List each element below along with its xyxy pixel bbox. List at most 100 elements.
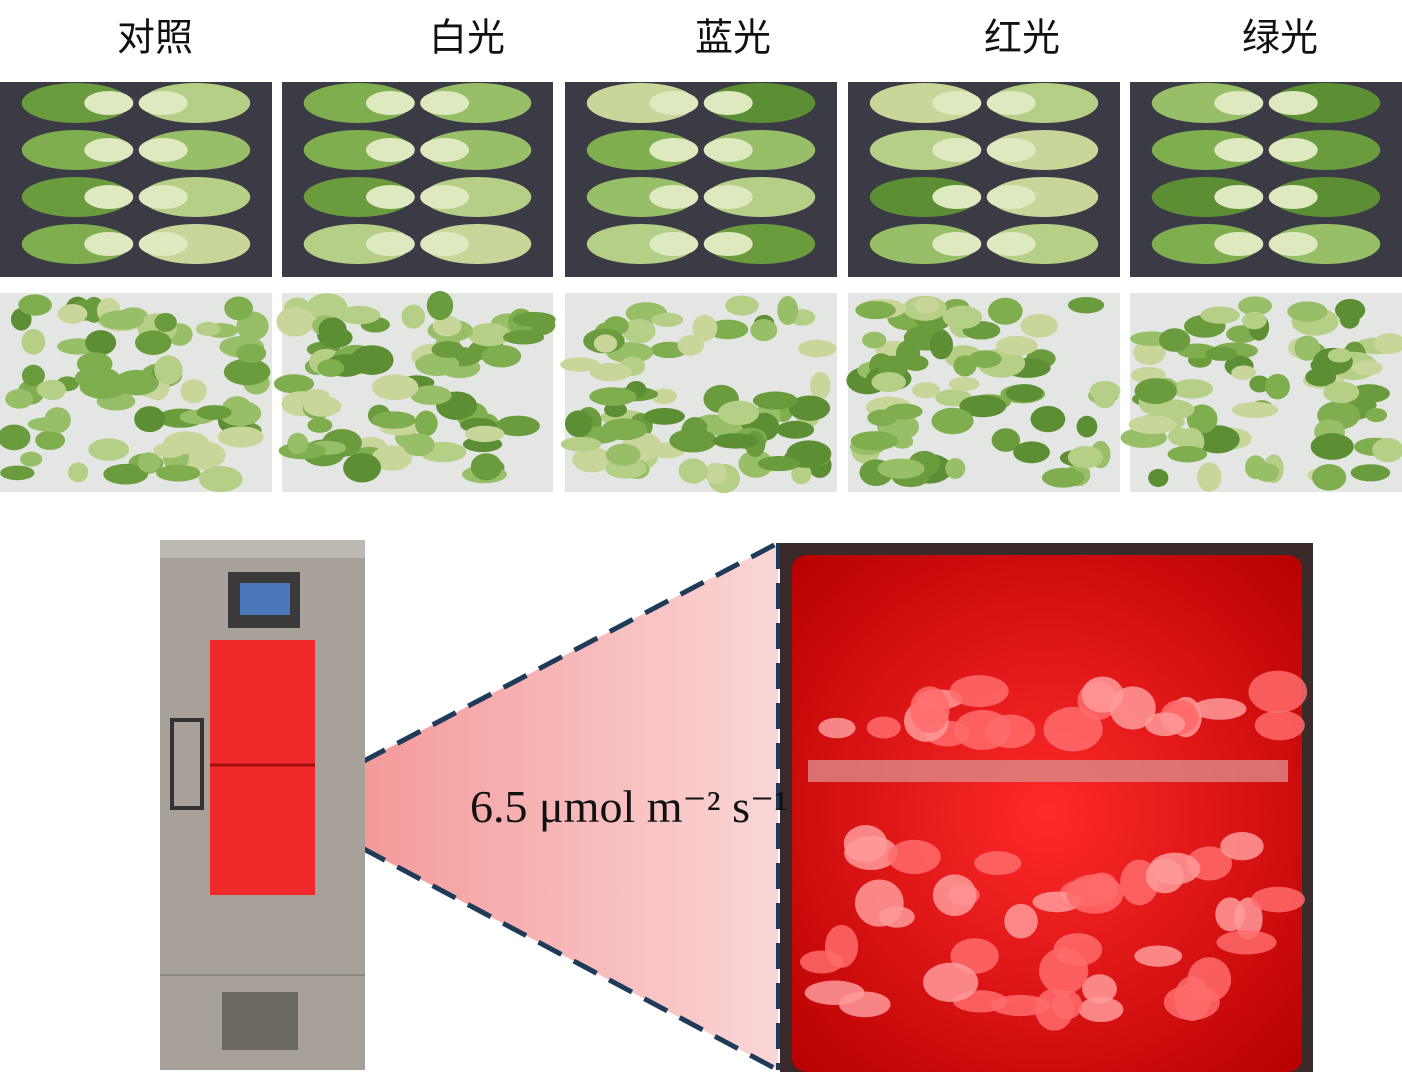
leaf	[1373, 333, 1402, 354]
leaf	[223, 358, 271, 386]
leaf	[757, 456, 801, 472]
leaf	[959, 395, 1007, 418]
plant	[1216, 930, 1277, 955]
plant	[1043, 706, 1103, 752]
leaf	[1310, 433, 1354, 460]
leaf	[1076, 415, 1098, 438]
chamber-interior	[792, 555, 1302, 1072]
leaf	[401, 304, 426, 329]
light-intensity: 6.5 μmol m⁻² s⁻¹	[470, 781, 788, 832]
stem	[932, 232, 982, 256]
leaf	[1030, 405, 1066, 433]
leaf	[601, 418, 648, 441]
leaf	[752, 391, 798, 410]
leaf	[1351, 360, 1383, 376]
screen	[240, 583, 290, 615]
label: 白光	[429, 18, 505, 60]
leaf	[871, 372, 906, 392]
stem	[84, 138, 134, 162]
plant	[909, 686, 950, 733]
leaf	[180, 379, 207, 404]
stem	[366, 91, 415, 115]
leaf	[19, 451, 43, 467]
leaf	[669, 428, 717, 453]
leaf	[589, 387, 637, 406]
leaf	[306, 293, 348, 322]
leaf	[134, 406, 166, 433]
vent	[222, 992, 298, 1050]
leaf	[929, 330, 954, 360]
leaf	[338, 305, 381, 325]
leaf	[1242, 311, 1267, 330]
treatment-labels: 对照 白光 蓝光 红光 绿光	[117, 18, 1318, 60]
leaf	[1171, 379, 1213, 399]
leaf	[36, 380, 66, 399]
leaf	[68, 462, 89, 483]
leaf	[987, 297, 1023, 325]
stem	[138, 138, 188, 162]
plant	[932, 874, 977, 917]
plant	[1052, 990, 1083, 1020]
leaf	[236, 343, 267, 363]
stem	[649, 91, 699, 115]
leaf	[371, 411, 416, 429]
leaf	[307, 417, 333, 433]
leaf	[273, 374, 315, 394]
plant	[1134, 945, 1183, 967]
stem	[1214, 185, 1264, 209]
plant	[887, 839, 941, 875]
leaf	[1323, 381, 1360, 404]
leaf	[704, 462, 728, 485]
stem	[138, 185, 188, 209]
leaf	[1365, 408, 1388, 423]
leaf	[777, 295, 799, 325]
leaf	[692, 314, 718, 342]
leaf	[135, 330, 172, 355]
leaf	[156, 464, 201, 482]
leaf	[372, 374, 419, 401]
label: 绿光	[1242, 18, 1318, 60]
leaf	[276, 306, 315, 337]
stem	[1214, 232, 1264, 256]
stem	[1268, 138, 1318, 162]
plant	[844, 836, 898, 871]
leaf	[415, 352, 460, 377]
plant	[838, 991, 891, 1018]
stem	[986, 232, 1036, 256]
leaf	[1249, 375, 1270, 393]
leaf	[88, 438, 130, 461]
leaf	[1005, 384, 1044, 402]
leaf	[725, 295, 759, 316]
leaf	[1237, 296, 1273, 316]
stem	[1214, 138, 1264, 162]
plant	[923, 962, 979, 1003]
leaf	[1133, 340, 1166, 365]
leaf	[137, 452, 161, 473]
leaf	[1041, 467, 1085, 488]
leaf	[589, 362, 632, 382]
leaf	[512, 311, 556, 328]
leaf	[776, 420, 815, 439]
leaf	[738, 450, 774, 478]
leaf	[402, 433, 435, 457]
leaf	[718, 400, 760, 426]
leaf	[850, 431, 899, 451]
plant	[1004, 903, 1038, 939]
leaf	[468, 323, 511, 347]
leaf	[0, 465, 35, 481]
plant	[1144, 712, 1185, 737]
leaf	[1151, 399, 1195, 420]
leaf	[1312, 464, 1347, 491]
leaf	[931, 407, 974, 435]
leaf	[1020, 313, 1058, 338]
leaf	[1186, 404, 1218, 434]
stem	[986, 91, 1036, 115]
leaf	[103, 463, 149, 485]
leaf	[318, 317, 347, 342]
leaf	[21, 329, 46, 355]
leaf	[810, 372, 831, 400]
leaf	[470, 453, 503, 481]
stem	[138, 91, 188, 115]
leaf	[1067, 296, 1105, 314]
leaf	[432, 315, 462, 337]
